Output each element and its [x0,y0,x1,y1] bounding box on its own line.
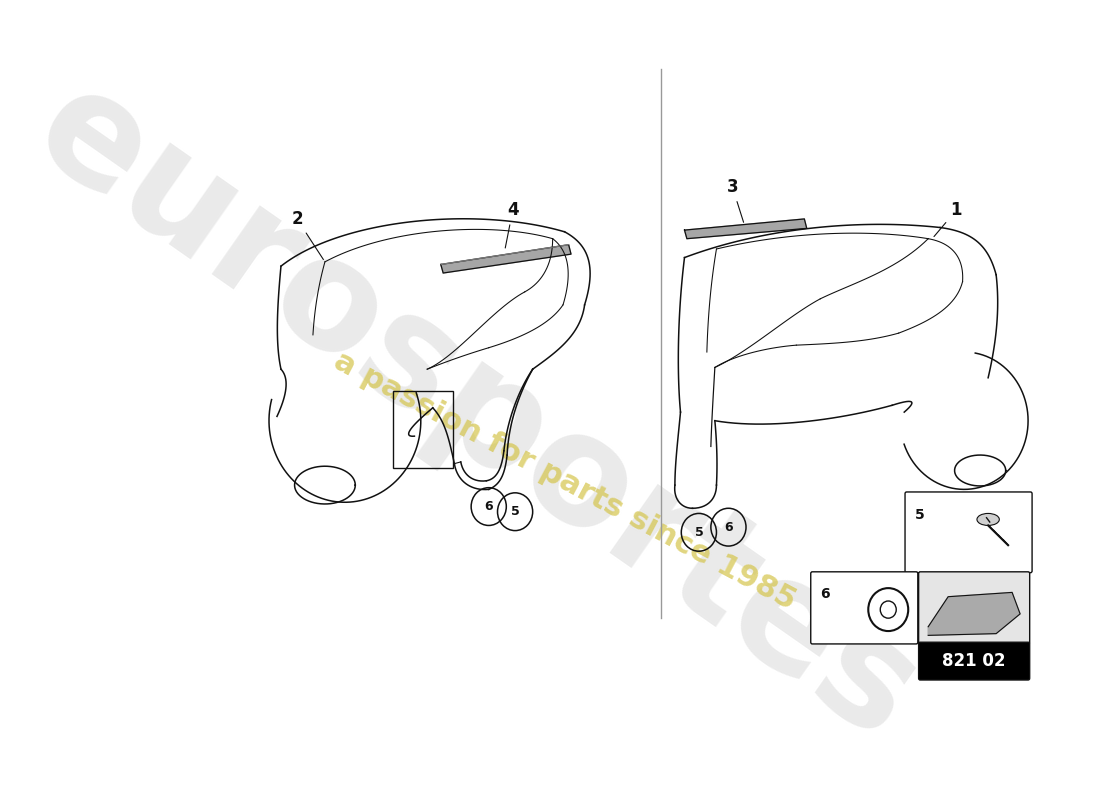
Bar [393,390,453,468]
Text: 6: 6 [484,500,493,513]
FancyBboxPatch shape [811,572,917,644]
Text: a passion for parts since 1985: a passion for parts since 1985 [329,346,801,615]
Text: 5: 5 [914,508,924,522]
Polygon shape [928,593,1020,635]
Text: 821 02: 821 02 [942,652,1005,670]
Text: 1: 1 [934,202,961,237]
FancyBboxPatch shape [905,492,1032,573]
Text: 6: 6 [821,587,830,602]
Text: 5: 5 [510,506,519,518]
Text: 6: 6 [724,521,733,534]
Text: 2: 2 [292,210,323,259]
Text: 5: 5 [694,526,703,539]
Text: 4: 4 [505,202,518,248]
FancyBboxPatch shape [918,642,1030,680]
Ellipse shape [977,514,999,526]
Text: eurosportes: eurosportes [8,53,946,772]
Polygon shape [684,219,806,238]
Text: 3: 3 [727,178,744,222]
Polygon shape [441,245,571,273]
FancyBboxPatch shape [918,572,1030,644]
